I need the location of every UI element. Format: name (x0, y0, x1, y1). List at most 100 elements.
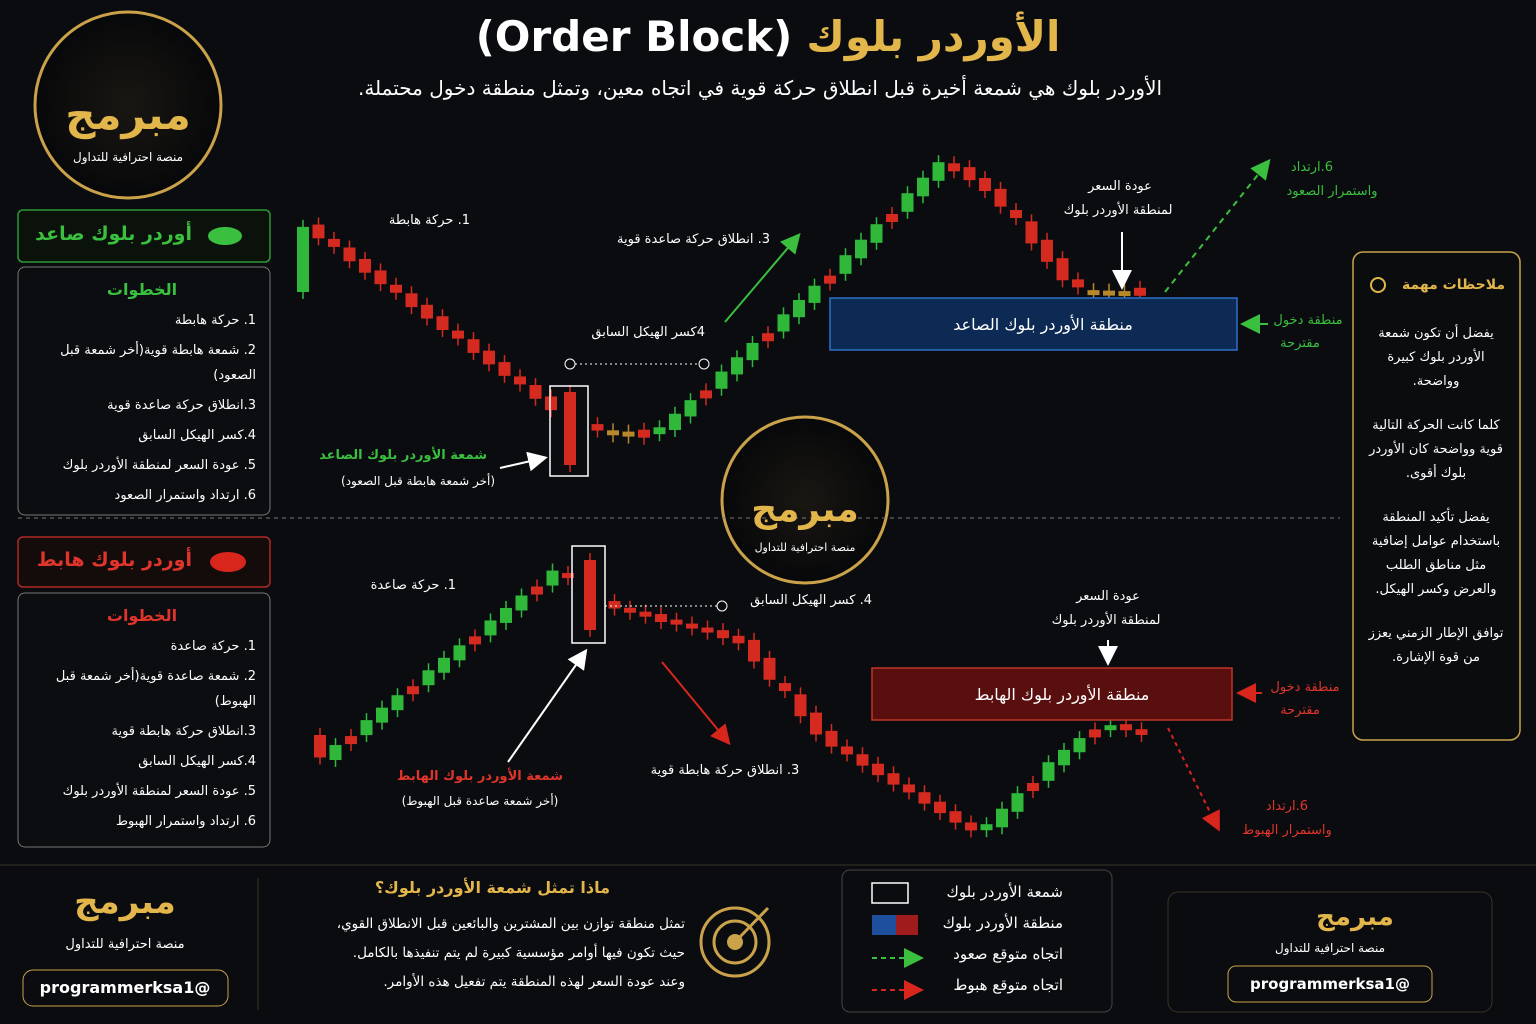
candle (1134, 287, 1146, 296)
candle (980, 824, 993, 831)
candle (917, 177, 929, 197)
annotation: 4. كسر الهيكل السابق (750, 593, 872, 608)
candle (607, 430, 619, 436)
candle (994, 188, 1007, 207)
candle (531, 586, 543, 595)
annotation: 1. حركة صاعدة (370, 578, 456, 593)
candle (1025, 221, 1038, 244)
target-icon (712, 919, 758, 965)
candle (564, 392, 576, 465)
bulb-icon (1370, 277, 1386, 293)
candle (591, 424, 604, 431)
candle (996, 808, 1008, 828)
title-part: الأوردر بلوك (806, 12, 1061, 61)
target-icon (733, 906, 770, 944)
candle (762, 333, 774, 342)
candle (1072, 279, 1084, 288)
candle (407, 686, 419, 695)
step: 2. شمعة هابطة قوية(أخر شمعة قبل الصعود) (60, 343, 256, 383)
candle (731, 357, 743, 375)
zone-label: منطقة الأوردر بلوك الصاعد (953, 315, 1133, 334)
candle (825, 730, 838, 747)
candle (903, 784, 915, 793)
candle (886, 214, 898, 222)
ob-note: (أخر شمعة صاعدة قبل الهبوط) (401, 794, 559, 808)
candle (376, 707, 388, 723)
continuation-label: 6.ارتداد (1290, 160, 1334, 175)
bearish-zone (871, 667, 1233, 721)
entry-label: مقترحة (1280, 703, 1320, 718)
step: 6. ارتداد واستمرار الهبوط (115, 814, 256, 829)
candle (624, 607, 636, 613)
note-list: يفضل أن تكون شمعة الأوردر بلوك كبيرة ووا… (1366, 322, 1506, 690)
candle (515, 595, 528, 611)
subtitle: الأوردر بلوك هي شمعة أخيرة قبل انطلاق حر… (357, 76, 1163, 100)
bullish-zone (829, 297, 1238, 351)
logo-tagline: منصة احترافية للتداول (72, 150, 184, 164)
candle (979, 177, 991, 192)
steps-box (17, 592, 271, 848)
pointer-arrow (499, 451, 548, 472)
candle (872, 763, 884, 776)
candle (343, 247, 356, 262)
title: (Order Block) الأوردر بلوك (476, 12, 1061, 61)
candle (453, 645, 466, 661)
candle (701, 627, 714, 633)
candle (345, 736, 357, 745)
step: 1. حركة صاعدة (170, 639, 256, 654)
label-box (17, 536, 271, 588)
candle (329, 745, 342, 761)
candle (948, 163, 960, 172)
candle (608, 601, 621, 609)
candle (391, 695, 404, 711)
candle (808, 285, 821, 303)
step: 5. عودة السعر لمنطقة الأوردر بلوك (62, 458, 256, 473)
candle (314, 735, 326, 758)
logo-tagline: منصة احترافية للتداول (65, 937, 185, 952)
candle (686, 623, 698, 629)
candle (949, 811, 962, 823)
candle (639, 611, 652, 617)
answer-line: تمثل منطقة توازن بين المشترين والبائعين … (336, 916, 685, 932)
bull-icon (208, 227, 242, 245)
candle (500, 607, 512, 623)
continuation-arrow (1164, 158, 1271, 293)
candle (1120, 724, 1132, 731)
candle (1073, 738, 1086, 753)
candle (653, 427, 666, 435)
candle (1056, 258, 1069, 281)
steps-box (17, 266, 271, 516)
candle (793, 300, 805, 318)
candle (584, 560, 596, 630)
handle-pill (1227, 965, 1433, 1003)
candle (359, 258, 371, 273)
candle (1042, 762, 1055, 781)
legend-icon (872, 915, 896, 935)
legend-box (841, 869, 1113, 1013)
ob-box (549, 385, 589, 477)
candle (855, 239, 867, 259)
step: 4.كسر الهيكل السابق (138, 754, 256, 769)
target-icon (699, 906, 771, 978)
candle (669, 413, 681, 431)
candle (1087, 290, 1100, 296)
handle: @programmerksa1 (39, 978, 211, 997)
steps-title: الخطوات (106, 606, 178, 625)
step: 6. ارتداد واستمرار الصعود (114, 488, 256, 503)
candle (374, 270, 387, 285)
candle (777, 314, 790, 332)
candle (529, 385, 542, 399)
ob-label: شمعة الأوردر بلوك الهابط (396, 769, 564, 784)
candle (562, 573, 574, 579)
bos-point (698, 358, 710, 370)
note: كلما كانت الحركة التالية قوية وواضحة كان… (1369, 418, 1503, 481)
candle (794, 694, 807, 717)
logo-name: مبرمج (751, 489, 859, 530)
candle (622, 431, 635, 437)
candle (965, 822, 977, 831)
label-box (17, 209, 271, 263)
candle (746, 342, 759, 361)
title-part: (Order Block) (475, 12, 793, 61)
